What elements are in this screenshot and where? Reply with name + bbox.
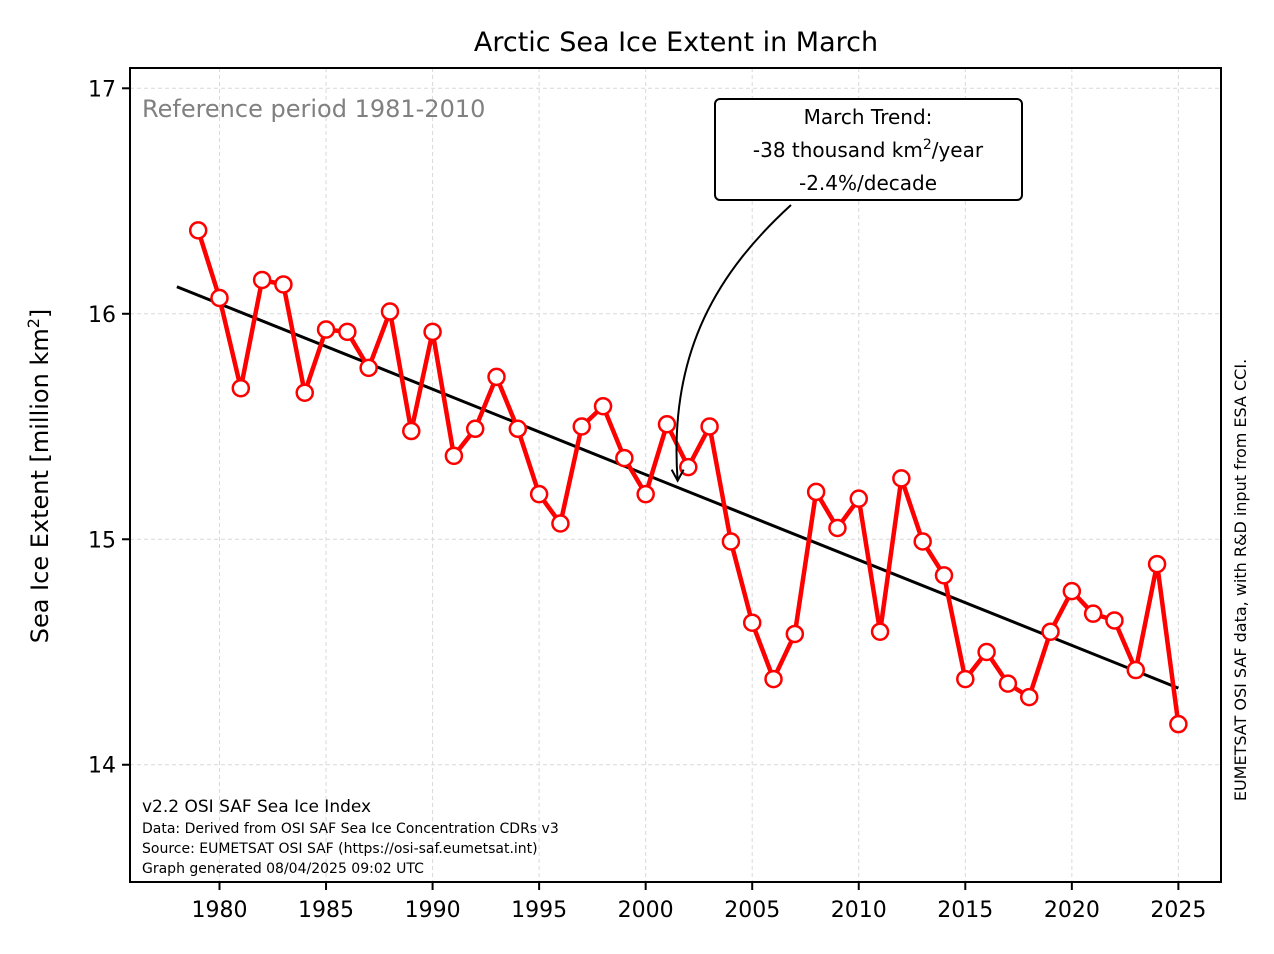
data-point-1981 — [231, 378, 251, 398]
x-tick-label-2010: 2010 — [831, 898, 887, 923]
data-point-1991 — [444, 446, 464, 466]
data-point-1987 — [359, 358, 378, 378]
data-point-2018 — [1019, 687, 1039, 707]
y-axis-label-end: ] — [26, 309, 54, 318]
x-tick-label-1985: 1985 — [298, 898, 354, 923]
annotation-arrow — [675, 204, 792, 481]
y-axis-label: Sea Ice Extent [million km2] — [24, 309, 54, 644]
data-point-2022 — [1105, 611, 1124, 630]
x-tick-label-2020: 2020 — [1044, 898, 1100, 923]
data-point-2000 — [636, 484, 655, 504]
annotation-line-2-post: /year — [932, 138, 984, 162]
data-point-1980 — [210, 288, 229, 308]
data-point-2009 — [828, 518, 847, 538]
trend-line — [176, 285, 1179, 690]
data-point-1979 — [188, 221, 208, 240]
footer-text: v2.2 OSI SAF Sea Ice Index Data: Derived… — [142, 797, 559, 877]
data-point-2010 — [849, 489, 869, 508]
data-point-2013 — [913, 532, 932, 551]
data-point-2002 — [679, 457, 698, 477]
data-point-1984 — [295, 383, 314, 402]
data-point-1990 — [423, 322, 442, 342]
data-point-2008 — [806, 482, 826, 502]
data-point-2004 — [721, 532, 741, 551]
y-axis-ticks: 14 15 16 17 — [88, 77, 130, 779]
data-point-2003 — [700, 417, 719, 436]
annotation-arrowhead — [670, 469, 685, 483]
data-point-1997 — [572, 417, 591, 436]
data-point-1986 — [338, 322, 357, 342]
data-point-2019 — [1041, 622, 1060, 641]
y-tick-label-15: 15 — [88, 528, 116, 553]
data-point-1995 — [529, 484, 549, 504]
data-point-2025 — [1169, 714, 1188, 734]
x-tick-label-1980: 1980 — [191, 898, 247, 923]
x-tick-label-2015: 2015 — [937, 898, 993, 923]
data-point-2017 — [998, 674, 1018, 693]
data-point-2021 — [1083, 604, 1103, 623]
y-tick-label-14: 14 — [88, 754, 116, 779]
data-point-1994 — [508, 419, 528, 439]
annotation-box — [714, 98, 1023, 201]
data-point-2020 — [1062, 581, 1082, 601]
data-point-1992 — [465, 419, 485, 439]
plot-frame — [129, 67, 1222, 883]
chart-title: Arctic Sea Ice Extent in March — [474, 27, 878, 58]
data-point-1982 — [252, 270, 272, 290]
y-axis-label-sup: 2 — [24, 318, 43, 328]
data-point-1988 — [380, 302, 400, 321]
footer-line-2: Data: Derived from OSI SAF Sea Ice Conce… — [142, 821, 559, 837]
series-layer — [188, 221, 1188, 734]
data-point-2006 — [764, 669, 783, 689]
y-tick-label-17: 17 — [88, 77, 116, 102]
data-point-1999 — [615, 448, 634, 468]
annotation-line-2: -38 thousand km2/year — [753, 137, 984, 162]
data-point-1993 — [487, 367, 506, 387]
y-tick-label-16: 16 — [88, 303, 116, 328]
data-point-2015 — [956, 669, 975, 689]
x-tick-label-2025: 2025 — [1150, 898, 1206, 923]
data-point-1998 — [593, 396, 613, 416]
annotation-line-1: March Trend: — [804, 105, 933, 129]
data-point-2024 — [1147, 554, 1167, 574]
data-point-1985 — [316, 320, 336, 339]
data-point-2014 — [934, 566, 954, 585]
trend-layer — [176, 285, 1179, 690]
annotation-line-2-pre: -38 thousand km — [753, 138, 923, 162]
x-tick-label-2005: 2005 — [724, 898, 780, 923]
data-point-2007 — [785, 624, 805, 644]
data-point-2011 — [870, 622, 890, 641]
data-point-2023 — [1126, 660, 1146, 680]
data-point-2001 — [657, 415, 677, 434]
data-point-2012 — [892, 469, 911, 488]
x-tick-label-2000: 2000 — [618, 898, 674, 923]
reference-period-note: Reference period 1981-2010 — [142, 95, 485, 123]
data-point-2005 — [742, 613, 762, 632]
x-tick-label-1990: 1990 — [405, 898, 461, 923]
data-point-1983 — [274, 275, 293, 294]
footer-line-1: v2.2 OSI SAF Sea Ice Index — [142, 797, 371, 817]
data-point-1996 — [551, 514, 570, 533]
side-credit: EUMETSAT OSI SAF data, with R&D input fr… — [1231, 359, 1250, 801]
footer-line-3: Source: EUMETSAT OSI SAF (https://osi-sa… — [142, 841, 538, 857]
data-point-1989 — [402, 421, 421, 441]
trend-annotation: March Trend: -38 thousand km2/year -2.4%… — [670, 98, 1023, 483]
x-tick-label-1995: 1995 — [511, 898, 567, 923]
annotation-line-2-sup: 2 — [923, 137, 932, 153]
annotation-line-3: -2.4%/decade — [799, 171, 937, 195]
y-axis-label-main: Sea Ice Extent [million km — [26, 328, 54, 643]
data-point-2016 — [977, 642, 996, 662]
footer-line-4: Graph generated 08/04/2025 09:02 UTC — [142, 861, 424, 877]
x-axis-ticks: 1980 1985 1990 1995 2000 2005 2010 2015 2020 2025 — [191, 882, 1206, 923]
